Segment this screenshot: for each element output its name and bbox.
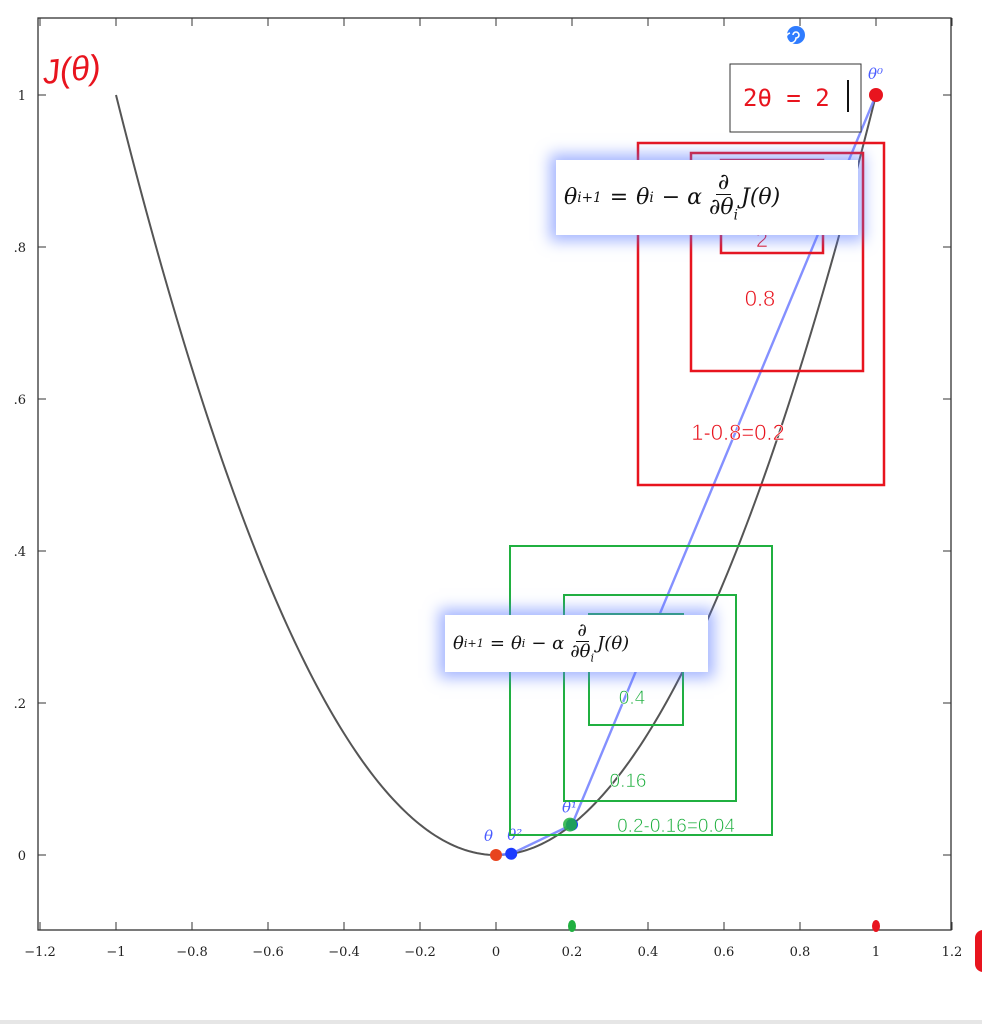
iteration-point xyxy=(869,88,883,102)
x-tick-label: −0.4 xyxy=(328,945,360,960)
axis-ticks xyxy=(38,18,953,930)
bottom-border xyxy=(0,1020,982,1024)
iteration-label: θ⁰ xyxy=(868,65,883,83)
formula-subscript: i+1 xyxy=(577,189,602,206)
y-tick-label: .8 xyxy=(14,241,26,256)
derivative-textbox[interactable] xyxy=(729,63,862,133)
red-box-middle xyxy=(689,151,865,373)
red-label-diff: 1-0.8=0.2 xyxy=(691,420,785,445)
derivative-text[interactable]: 2θ = 2 xyxy=(743,84,830,112)
formula-fraction: ∂ ∂θi xyxy=(709,171,738,224)
green-label-0-16: 0.16 xyxy=(610,771,647,792)
formula-partial: ∂ xyxy=(715,169,732,196)
x-tick-label: 0 xyxy=(492,945,500,960)
red-box-outer xyxy=(636,141,886,487)
y-tick-label: .6 xyxy=(14,393,26,408)
formula-cost: J(θ) xyxy=(597,633,630,654)
formula-equals: = xyxy=(609,185,629,210)
red-label-0-8: 0.8 xyxy=(745,286,776,311)
iteration-point xyxy=(490,849,502,861)
y-tick-label: 1 xyxy=(18,89,26,104)
formula-subscript: i xyxy=(590,651,595,665)
x-tick-label: 0.6 xyxy=(714,945,735,960)
formula-denominator: ∂θ xyxy=(709,195,734,221)
green-label-0-4: 0.4 xyxy=(619,688,646,709)
red-side-tab[interactable] xyxy=(975,930,982,972)
y-tick-label: .2 xyxy=(14,697,26,712)
axis-markers xyxy=(568,920,880,932)
formula-minus-alpha: − α xyxy=(531,633,565,654)
formula-partial: ∂ xyxy=(575,619,589,642)
formula-subscript: i xyxy=(649,189,654,206)
x-tick-label: 0.8 xyxy=(790,945,811,960)
x-tick-label: −1.2 xyxy=(24,945,56,960)
formula-subscript: i+1 xyxy=(463,637,484,650)
iteration-point xyxy=(505,847,518,860)
spiral-icon[interactable] xyxy=(785,26,805,44)
formula-cost: J(θ) xyxy=(741,185,781,210)
x-tick-label: 0.4 xyxy=(638,945,659,960)
y-tick-label: .4 xyxy=(14,545,26,560)
iteration-label: θ¹ xyxy=(562,799,577,817)
formula-theta: θ xyxy=(510,633,522,654)
x-tick-label: 1 xyxy=(872,945,880,960)
formula-denominator: ∂θ xyxy=(570,640,591,662)
iteration-label: θ xyxy=(484,827,493,845)
formula-subscript: i xyxy=(521,637,526,650)
axis-marker xyxy=(568,920,576,932)
x-tick-label: −0.6 xyxy=(252,945,284,960)
axis-tick-labels: −1.2 −1 −0.8 −0.6 −0.4 −0.2 0 0.2 0.4 0.6 0.8 1 1.20… xyxy=(14,89,963,960)
gradient-descent-path xyxy=(495,94,878,857)
axis-marker xyxy=(872,920,880,932)
formula-fraction: ∂ ∂θi xyxy=(570,619,595,665)
formula-theta: θ xyxy=(564,185,578,210)
y-tick-label: 0 xyxy=(18,849,26,864)
x-tick-label: 1.2 xyxy=(942,945,963,960)
green-label-diff: 0.2-0.16=0.04 xyxy=(617,816,735,837)
formula-subscript: i xyxy=(733,207,739,224)
x-tick-label: −0.2 xyxy=(404,945,436,960)
handwritten-ylabel: J(θ) xyxy=(40,48,103,92)
x-tick-label: −1 xyxy=(106,945,125,960)
x-tick-label: 0.2 xyxy=(562,945,583,960)
x-tick-label: −0.8 xyxy=(176,945,208,960)
formula-equals: = xyxy=(489,633,505,654)
green-point-marker xyxy=(563,817,577,832)
formula-theta: θ xyxy=(453,633,464,654)
green-box-outer xyxy=(509,545,773,836)
plot-frame xyxy=(37,17,952,931)
formula-theta: θ xyxy=(636,185,650,210)
green-box-middle xyxy=(563,594,737,802)
formula-minus-alpha: − α xyxy=(661,185,703,210)
